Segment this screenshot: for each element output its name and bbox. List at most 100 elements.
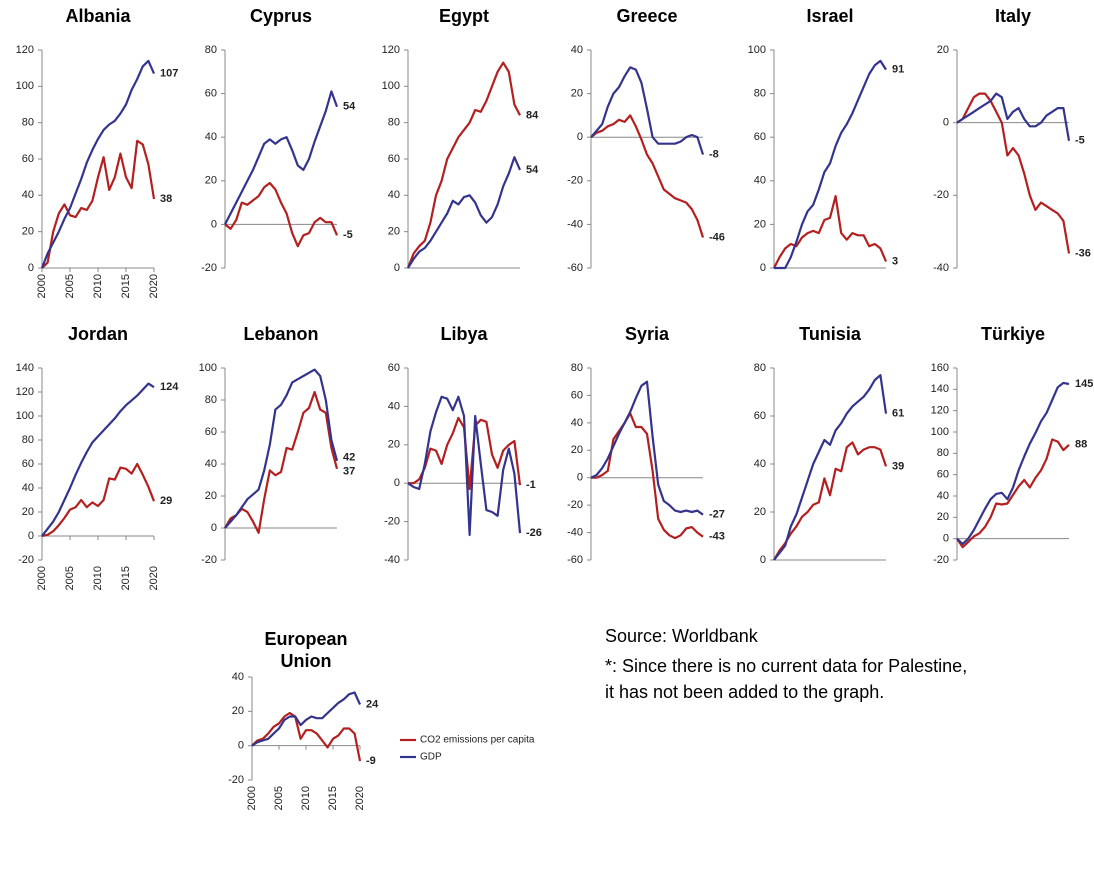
chart-title: European Union xyxy=(264,629,347,671)
line-series xyxy=(773,195,888,269)
x-tick-label: 2015 xyxy=(120,274,132,298)
y-tick-label: 80 xyxy=(754,88,766,100)
y-tick-label: 20 xyxy=(754,218,766,230)
line-series xyxy=(956,92,1071,254)
y-tick-label: -20 xyxy=(228,774,244,786)
line-series xyxy=(956,92,1071,141)
line-series xyxy=(224,368,339,529)
line-series xyxy=(407,156,522,269)
x-tick-label: 2015 xyxy=(327,786,339,810)
y-tick-label: 100 xyxy=(931,426,949,438)
end-label: 3 xyxy=(892,255,898,267)
y-tick-label: 60 xyxy=(571,389,583,401)
end-label: 24 xyxy=(366,698,379,710)
line-series xyxy=(591,412,704,540)
y-tick-label: 0 xyxy=(238,740,244,752)
line-series xyxy=(251,691,362,747)
y-tick-label: 160 xyxy=(931,362,949,374)
y-tick-label: 80 xyxy=(937,447,949,459)
y-tick-label: 40 xyxy=(388,189,400,201)
end-label: 124 xyxy=(160,381,179,393)
y-tick-label: 0 xyxy=(577,131,583,143)
chart-title: Greece xyxy=(616,6,677,26)
y-tick-label: 120 xyxy=(382,44,400,56)
end-label: 37 xyxy=(343,466,355,478)
y-tick-label: 40 xyxy=(754,458,766,470)
y-tick-label: 100 xyxy=(748,44,766,56)
note-line: *: Since there is no current data for Pa… xyxy=(605,656,967,676)
y-tick-label: 100 xyxy=(199,362,217,374)
y-tick-label: 40 xyxy=(754,175,766,187)
chart-title: Türkiye xyxy=(981,324,1045,344)
line-series xyxy=(41,139,156,269)
y-tick-label: 20 xyxy=(937,511,949,523)
x-tick-label: 2015 xyxy=(120,566,132,590)
chart-title: Cyprus xyxy=(250,6,312,26)
y-tick-label: -20 xyxy=(933,554,949,566)
x-tick-label: 2000 xyxy=(36,566,48,590)
line-series xyxy=(590,114,705,238)
chart-title: Libya xyxy=(440,324,488,344)
line-series xyxy=(774,59,887,270)
y-tick-label: 80 xyxy=(388,117,400,129)
x-tick-label: 2000 xyxy=(36,274,48,298)
y-tick-label: 120 xyxy=(16,44,34,56)
y-tick-label: -40 xyxy=(933,262,949,274)
y-tick-label: -20 xyxy=(201,554,217,566)
y-tick-label: 40 xyxy=(937,490,949,502)
end-label: 29 xyxy=(160,495,172,507)
y-tick-label: 20 xyxy=(232,705,244,717)
y-tick-label: 20 xyxy=(388,226,400,238)
x-tick-label: 2005 xyxy=(273,786,285,810)
y-tick-label: 0 xyxy=(394,262,400,274)
end-label: -9 xyxy=(366,755,376,767)
y-tick-label: 80 xyxy=(205,394,217,406)
x-tick-label: 2010 xyxy=(92,566,104,590)
chart-title: Syria xyxy=(625,324,670,344)
y-tick-label: 60 xyxy=(754,131,766,143)
end-label: 39 xyxy=(892,460,904,472)
line-series xyxy=(590,66,705,155)
y-tick-label: 80 xyxy=(571,362,583,374)
y-tick-label: 40 xyxy=(22,189,34,201)
y-tick-label: 40 xyxy=(571,417,583,429)
y-tick-label: 0 xyxy=(394,477,400,489)
y-tick-label: 60 xyxy=(205,426,217,438)
y-tick-label: 80 xyxy=(22,117,34,129)
line-series xyxy=(224,181,339,248)
x-tick-label: 2020 xyxy=(148,274,160,298)
line-series xyxy=(773,441,888,561)
title-line: European xyxy=(264,629,347,649)
y-tick-label: 20 xyxy=(22,506,34,518)
line-series xyxy=(406,61,521,269)
end-label: 107 xyxy=(160,68,178,80)
title-line: Union xyxy=(281,651,332,671)
line-series xyxy=(407,395,522,537)
end-label: -26 xyxy=(526,527,542,539)
end-label: 38 xyxy=(160,193,172,205)
line-series xyxy=(41,462,156,538)
y-tick-label: 120 xyxy=(16,386,34,398)
y-tick-label: 0 xyxy=(211,218,217,230)
line-series xyxy=(224,90,339,225)
y-tick-label: 40 xyxy=(205,458,217,470)
y-tick-label: 140 xyxy=(931,383,949,395)
end-label: -5 xyxy=(343,229,353,241)
y-tick-label: 40 xyxy=(22,482,34,494)
y-tick-label: 20 xyxy=(205,175,217,187)
y-tick-label: -20 xyxy=(18,554,34,566)
end-label: -5 xyxy=(1075,135,1085,147)
y-tick-label: 100 xyxy=(382,80,400,92)
y-tick-label: 60 xyxy=(205,88,217,100)
y-tick-label: 60 xyxy=(388,153,400,165)
y-tick-label: 20 xyxy=(388,439,400,451)
y-tick-label: 0 xyxy=(943,117,949,129)
y-tick-label: -40 xyxy=(384,554,400,566)
y-tick-label: 0 xyxy=(28,530,34,542)
y-tick-label: 0 xyxy=(28,262,34,274)
y-tick-label: 40 xyxy=(388,400,400,412)
x-tick-label: 2005 xyxy=(64,274,76,298)
line-series xyxy=(773,374,888,561)
x-tick-label: 2005 xyxy=(64,566,76,590)
